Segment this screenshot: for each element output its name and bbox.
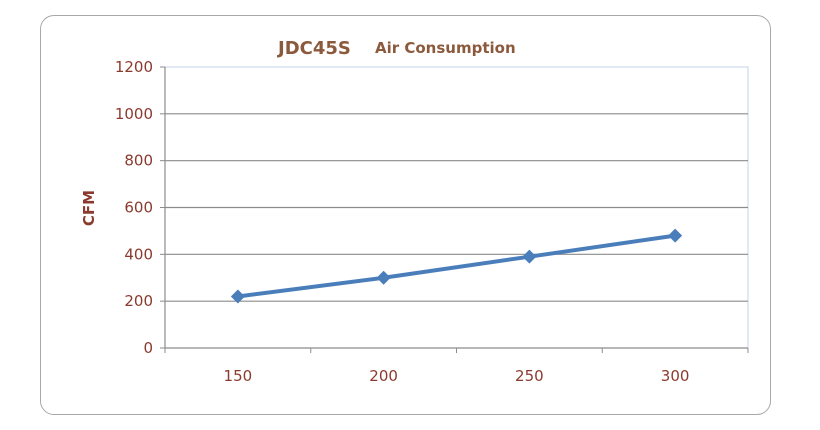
data-point-marker <box>668 228 683 243</box>
y-axis-label: CFM <box>80 190 98 226</box>
data-point-marker <box>376 270 391 285</box>
y-tick-label: 200 <box>124 292 153 310</box>
x-tick-label: 200 <box>369 367 398 385</box>
y-tick-label: 600 <box>124 199 153 217</box>
x-tick-label: 150 <box>224 367 253 385</box>
x-tick-label: 300 <box>661 367 690 385</box>
y-tick-label: 800 <box>124 152 153 170</box>
y-tick-label: 1000 <box>115 105 153 123</box>
x-tick-label: 250 <box>515 367 544 385</box>
chart-subtitle: Air Consumption <box>375 39 516 57</box>
series-line <box>237 233 676 299</box>
y-tick-label: 1200 <box>115 58 153 76</box>
chart-title: JDC45S <box>276 38 351 59</box>
data-point-marker <box>522 249 537 264</box>
y-tick-label: 0 <box>143 339 153 357</box>
data-point-marker <box>230 289 245 304</box>
y-tick-label: 400 <box>124 245 153 263</box>
